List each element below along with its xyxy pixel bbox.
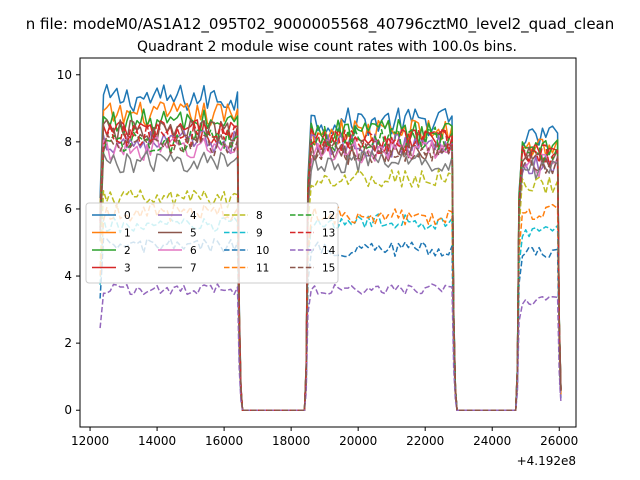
legend-label-14: 14 <box>322 245 336 257</box>
y-tick-label: 10 <box>57 68 72 82</box>
x-axis: 12000 14000 16000 18000 20000 22000 24000 26000 <box>71 427 578 448</box>
series-line-12 <box>99 125 562 411</box>
legend-label-12: 12 <box>322 210 335 222</box>
y-tick-label: 4 <box>64 269 72 283</box>
x-tick-label: 24000 <box>473 434 511 448</box>
x-tick-label: 14000 <box>138 434 176 448</box>
legend-label-2: 2 <box>124 245 131 257</box>
y-tick-label: 0 <box>64 403 72 417</box>
legend-label-8: 8 <box>256 210 263 222</box>
legend-label-6: 6 <box>190 245 197 257</box>
x-tick-label: 20000 <box>339 434 377 448</box>
legend-label-11: 11 <box>256 263 269 275</box>
x-tick-label: 16000 <box>205 434 243 448</box>
legend-label-7: 7 <box>190 263 197 275</box>
chart-title: Quadrant 2 module wise count rates with … <box>137 39 517 55</box>
chart-suptitle: n file: modeM0/AS1A12_095T02_9000005568_… <box>26 15 615 34</box>
y-tick-label: 8 <box>64 135 72 149</box>
legend-label-5: 5 <box>190 228 197 240</box>
legend-label-13: 13 <box>322 228 335 240</box>
series-line-8 <box>99 168 562 411</box>
legend-label-9: 9 <box>256 228 263 240</box>
x-tick-label: 18000 <box>272 434 310 448</box>
y-axis: 0 2 4 6 8 10 <box>57 68 80 417</box>
legend-label-10: 10 <box>256 245 269 257</box>
plot-frame <box>79 57 577 428</box>
legend-label-15: 15 <box>322 263 335 275</box>
x-offset-label: +4.192e8 <box>517 454 576 468</box>
y-tick-label: 6 <box>64 202 72 216</box>
legend-label-3: 3 <box>124 263 131 275</box>
x-tick-label: 26000 <box>540 434 578 448</box>
legend-label-0: 0 <box>124 210 131 222</box>
legend-box <box>85 202 339 284</box>
legend-label-1: 1 <box>124 228 131 240</box>
series-line-15 <box>99 133 562 411</box>
y-tick-label: 2 <box>64 336 72 350</box>
x-tick-label: 22000 <box>406 434 444 448</box>
x-tick-label: 12000 <box>71 434 109 448</box>
legend-label-4: 4 <box>190 210 197 222</box>
series-line-13 <box>99 122 562 411</box>
